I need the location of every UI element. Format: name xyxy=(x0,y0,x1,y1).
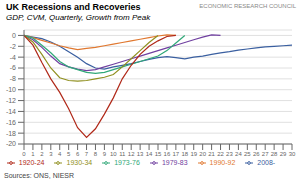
svg-text:20: 20 xyxy=(199,151,206,157)
html-text:1990-92: 1990-92 xyxy=(209,159,236,166)
html-text:UK Recessions and Recoveries: UK Recessions and Recoveries xyxy=(6,2,141,12)
svg-text:16: 16 xyxy=(164,151,171,157)
svg-text:-8: -8 xyxy=(10,75,16,82)
svg-text:8: 8 xyxy=(94,151,98,157)
svg-text:5: 5 xyxy=(67,151,71,157)
svg-text:24: 24 xyxy=(235,151,242,157)
svg-text:-12: -12 xyxy=(8,97,16,104)
svg-text:10: 10 xyxy=(110,151,117,157)
html-text:ECONOMIC RESEARCH COUNCIL: ECONOMIC RESEARCH COUNCIL xyxy=(199,3,296,9)
svg-text:12: 12 xyxy=(128,151,135,157)
svg-text:3: 3 xyxy=(49,151,53,157)
svg-text:4: 4 xyxy=(58,151,62,157)
svg-text:29: 29 xyxy=(280,151,287,157)
svg-text:15: 15 xyxy=(155,151,162,157)
svg-text:-10: -10 xyxy=(8,86,16,93)
svg-text:30: 30 xyxy=(289,151,292,157)
svg-text:-20: -20 xyxy=(8,140,16,147)
svg-text:6: 6 xyxy=(76,151,80,157)
svg-text:26: 26 xyxy=(253,151,260,157)
svg-text:9: 9 xyxy=(103,151,107,157)
svg-text:-14: -14 xyxy=(8,108,16,115)
html-text:Sources: ONS, NIESR: Sources: ONS, NIESR xyxy=(4,172,74,179)
svg-text:-18: -18 xyxy=(8,130,16,137)
svg-text:-6: -6 xyxy=(10,64,16,71)
html-text:1920-24: 1920-24 xyxy=(18,159,45,166)
svg-text:28: 28 xyxy=(271,151,278,157)
svg-text:0: 0 xyxy=(12,32,16,39)
svg-text:11: 11 xyxy=(119,151,126,157)
svg-text:-4: -4 xyxy=(10,54,16,61)
svg-text:13: 13 xyxy=(137,151,144,157)
html-text:1979-83: 1979-83 xyxy=(161,159,188,166)
svg-text:22: 22 xyxy=(217,151,224,157)
html-text:1930-34: 1930-34 xyxy=(66,159,93,166)
svg-text:1: 1 xyxy=(31,151,35,157)
html-text:2008-: 2008- xyxy=(257,159,276,166)
svg-text:27: 27 xyxy=(262,151,269,157)
svg-text:-16: -16 xyxy=(8,119,16,126)
html-text:GDP, CVM, Quarterly, Growth fr: GDP, CVM, Quarterly, Growth from Peak xyxy=(6,13,151,22)
svg-text:23: 23 xyxy=(226,151,233,157)
svg-text:0: 0 xyxy=(22,151,26,157)
html-text:1973-76: 1973-76 xyxy=(114,159,140,166)
svg-text:14: 14 xyxy=(146,151,153,157)
svg-text:19: 19 xyxy=(190,151,197,157)
svg-text:18: 18 xyxy=(181,151,188,157)
svg-text:-2: -2 xyxy=(10,43,16,50)
svg-text:17: 17 xyxy=(173,151,180,157)
svg-text:25: 25 xyxy=(244,151,251,157)
svg-text:2: 2 xyxy=(40,151,44,157)
svg-text:21: 21 xyxy=(208,151,215,157)
svg-text:7: 7 xyxy=(85,151,89,157)
